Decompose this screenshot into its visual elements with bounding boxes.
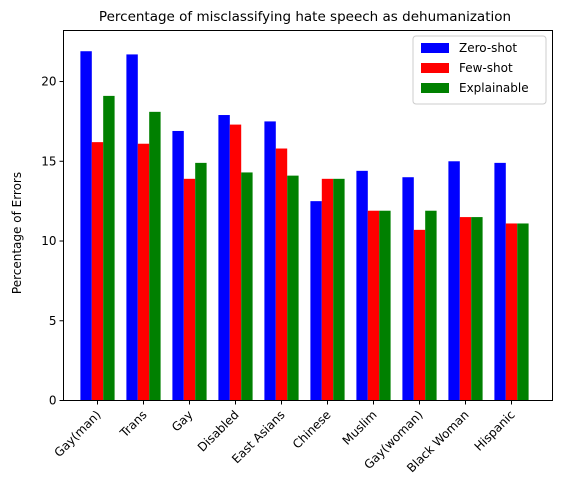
legend-label-few-shot: Few-shot <box>459 61 513 75</box>
x-tick-label: Gay <box>169 408 196 435</box>
bar-zero-shot-0 <box>80 51 92 401</box>
bar-few-shot-6 <box>367 210 380 401</box>
bar-explainable-8 <box>471 217 483 401</box>
legend: Zero-shot Few-shot Explainable <box>412 35 547 105</box>
bar-zero-shot-6 <box>356 170 368 401</box>
legend-swatch-zero-shot <box>421 43 449 53</box>
bar-zero-shot-4 <box>264 121 276 401</box>
bar-explainable-7 <box>425 210 437 401</box>
bar-few-shot-5 <box>321 178 334 401</box>
x-tick-label: Gay(man) <box>51 408 103 460</box>
x-tick-label: Disabled <box>195 408 242 455</box>
legend-label-zero-shot: Zero-shot <box>459 41 517 55</box>
bar-explainable-3 <box>241 172 253 401</box>
x-tick-label: Chinese <box>290 408 334 452</box>
bar-few-shot-9 <box>505 223 518 401</box>
y-tick-label: 5 <box>49 314 57 328</box>
bar-explainable-9 <box>517 223 529 401</box>
bar-explainable-1 <box>149 111 161 401</box>
bar-few-shot-0 <box>91 142 104 401</box>
plot-frame <box>63 30 553 401</box>
bar-zero-shot-2 <box>172 130 184 401</box>
bar-few-shot-1 <box>137 143 150 401</box>
y-tick-label: 0 <box>49 394 57 408</box>
bar-few-shot-4 <box>275 148 288 401</box>
bar-zero-shot-5 <box>310 201 322 401</box>
bar-explainable-4 <box>287 175 299 401</box>
bar-explainable-0 <box>103 95 115 401</box>
x-tick-label: Trans <box>117 408 150 441</box>
y-tick-label: 10 <box>41 234 56 248</box>
y-tick-label: 15 <box>41 154 56 168</box>
y-ticks: 0 5 10 15 20 <box>41 75 64 408</box>
bar-few-shot-2 <box>183 178 196 401</box>
y-axis-label: Percentage of Errors <box>10 172 24 294</box>
bar-zero-shot-7 <box>402 177 414 401</box>
x-tick-label: Hispanic <box>472 408 518 454</box>
y-tick-label: 20 <box>41 75 56 89</box>
legend-label-explainable: Explainable <box>459 81 529 95</box>
legend-swatch-few-shot <box>421 63 449 73</box>
bar-zero-shot-8 <box>448 161 460 401</box>
bar-explainable-2 <box>195 162 207 401</box>
bar-zero-shot-1 <box>126 54 138 401</box>
bar-zero-shot-3 <box>218 115 230 401</box>
bar-few-shot-3 <box>229 124 242 401</box>
bar-explainable-6 <box>379 210 391 401</box>
chart-title: Percentage of misclassifying hate speech… <box>99 9 511 25</box>
x-tick-label: Muslim <box>340 408 380 448</box>
bar-zero-shot-9 <box>494 162 506 401</box>
bars-layer <box>80 51 529 401</box>
legend-swatch-explainable <box>421 83 449 93</box>
bar-few-shot-7 <box>413 229 426 401</box>
bar-few-shot-8 <box>459 217 472 401</box>
bar-explainable-5 <box>333 178 345 401</box>
